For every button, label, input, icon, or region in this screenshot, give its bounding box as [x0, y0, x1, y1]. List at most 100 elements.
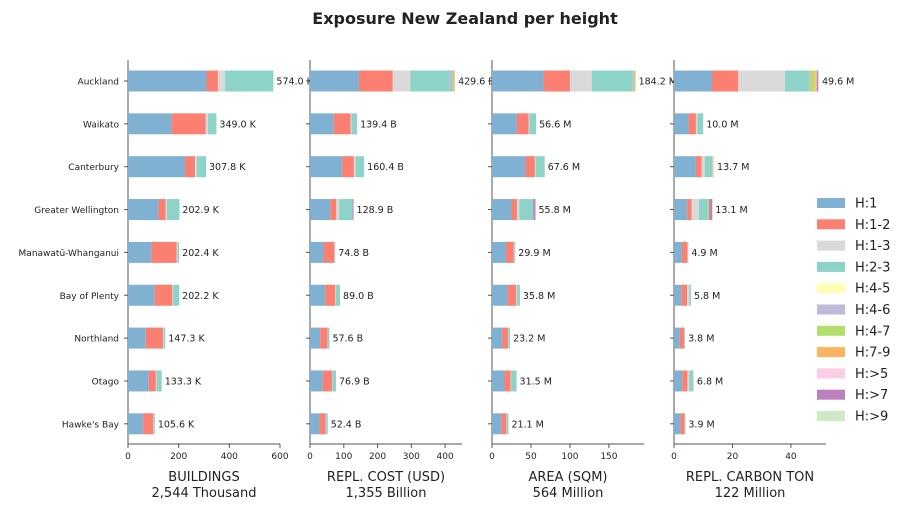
- bar-segment-h13: [569, 70, 592, 92]
- bar-segment-h23: [684, 327, 686, 349]
- bar-segment-h1: [492, 113, 517, 135]
- bar-segment-h13: [695, 113, 698, 135]
- bar-segment-h23: [704, 156, 712, 178]
- bar-segment-h47: [809, 70, 815, 92]
- bar-segment-h23: [514, 241, 516, 263]
- bar-segment-h5: [815, 70, 817, 92]
- data-label: 21.1 M: [511, 419, 543, 430]
- bar-segment-h12: [688, 113, 696, 135]
- bar-segment-h79: [814, 70, 816, 92]
- bar-segment-h12: [206, 70, 218, 92]
- panel-2: 0 50 100 150 AREA (SQM)564 Million 184.2 M 56.…: [488, 60, 677, 501]
- data-label: 202.2 K: [182, 291, 219, 302]
- bar-segment-h13: [172, 284, 174, 306]
- data-label: 3.8 M: [688, 334, 714, 345]
- bar-segment-h23: [225, 70, 274, 92]
- bar-segment-h12: [679, 327, 685, 349]
- data-label: 29.9 M: [518, 248, 550, 259]
- legend-label: H:1-2: [855, 218, 890, 233]
- legend-swatch: [817, 347, 845, 358]
- x-tick-label: 0: [671, 452, 677, 462]
- data-label: 67.6 M: [548, 162, 580, 173]
- bar-segment-h9: [818, 70, 819, 92]
- bar-segment-h1: [674, 241, 682, 263]
- bar-segment-h13: [205, 113, 208, 135]
- bar-segment-h1: [674, 327, 680, 349]
- data-label: 13.1 M: [715, 205, 747, 216]
- bar-segment-h13: [176, 241, 178, 263]
- bar-segment-h7: [709, 199, 713, 221]
- legend-swatch: [817, 283, 845, 294]
- bar-segment-h23: [516, 284, 520, 306]
- legend-label: H:>9: [855, 410, 888, 425]
- chart-title: Exposure New Zealand per height: [312, 9, 618, 28]
- data-label: 49.6 M: [822, 77, 854, 88]
- bar-segment-h23: [684, 413, 686, 435]
- bar-segment-h1: [674, 70, 712, 92]
- bar-segment-h12: [687, 199, 692, 221]
- bar-segment-h23: [511, 370, 517, 392]
- bar-segment-h1: [310, 241, 324, 263]
- bar-segment-h12: [506, 241, 514, 263]
- bar-segment-h1: [674, 199, 688, 221]
- bar-segment-h23: [410, 70, 450, 92]
- x-axis-label: REPL. CARBON TON: [686, 470, 814, 485]
- bar-segment-h13: [516, 284, 517, 306]
- x-tick-label: 40: [785, 452, 797, 462]
- x-tick-label: 600: [271, 452, 288, 462]
- bar-segment-h79: [712, 156, 713, 178]
- bar-segment-h46: [449, 70, 453, 92]
- bar-segment-h12: [323, 241, 335, 263]
- bar-segment-h12: [319, 413, 326, 435]
- legend-label: H:>7: [855, 388, 888, 403]
- data-label: 52.4 B: [331, 419, 362, 430]
- bar-segment-h9: [693, 370, 694, 392]
- category-label: Otago: [92, 377, 120, 387]
- panel-total: 2,544 Thousand: [152, 486, 257, 501]
- bar-segment-h23: [163, 327, 166, 349]
- bar-segment-h1: [128, 284, 155, 306]
- x-tick-label: 150: [600, 452, 617, 462]
- bar-segment-h23: [529, 113, 537, 135]
- legend-swatch: [817, 368, 845, 379]
- data-label: 139.4 B: [360, 119, 397, 130]
- legend-label: H:1-3: [855, 239, 890, 254]
- bar-segment-h12: [151, 241, 177, 263]
- data-label: 3.9 M: [688, 419, 714, 430]
- bar-segment-h1: [128, 199, 159, 221]
- bar-segment-h12: [511, 199, 517, 221]
- bar-segment-h23: [689, 370, 694, 392]
- data-label: 5.8 M: [694, 291, 720, 302]
- data-label: 184.2 M: [639, 77, 677, 88]
- bar-segment-h46: [632, 70, 634, 92]
- data-label: 429.6 B: [458, 77, 495, 88]
- bar-segment-h12: [342, 156, 354, 178]
- legend-label: H:>5: [855, 367, 888, 382]
- panel-1: 0 100 200 300 400 REPL. COST (USD)1,355 Billi…: [306, 60, 495, 501]
- bar-segment-h1: [674, 156, 696, 178]
- category-label: Hawke's Bay: [62, 420, 120, 430]
- category-label: Bay of Plenty: [60, 292, 120, 302]
- bar-segment-h23: [334, 241, 336, 263]
- bar-segment-h1: [128, 241, 152, 263]
- data-label: 147.3 K: [168, 334, 205, 345]
- legend-swatch: [817, 198, 845, 208]
- bar-segment-h7: [816, 70, 819, 92]
- legend-label: H:7-9: [855, 346, 890, 361]
- bar-segment-h12: [320, 327, 328, 349]
- bar-segment-h13: [155, 370, 157, 392]
- bar-segment-h12: [507, 284, 517, 306]
- data-label: 57.6 B: [332, 334, 363, 345]
- x-axis-label: BUILDINGS: [168, 470, 239, 485]
- bar-segment-h13: [516, 199, 520, 221]
- legend-label: H:4-7: [855, 324, 890, 339]
- bar-segment-h47: [707, 199, 710, 221]
- bar-segment-h1: [310, 370, 323, 392]
- category-label: Northland: [74, 335, 119, 345]
- bar-segment-h12: [501, 413, 507, 435]
- bar-segment-h7: [533, 199, 536, 221]
- bar-segment-h23: [153, 413, 155, 435]
- bar-segment-h23: [355, 156, 365, 178]
